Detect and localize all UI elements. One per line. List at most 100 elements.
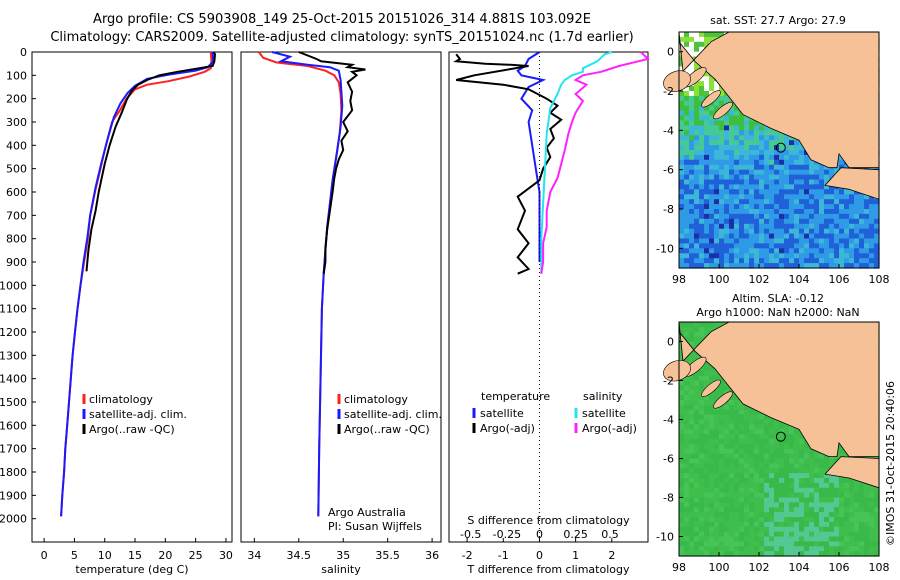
- map-cell: [849, 228, 855, 235]
- map-cell: [854, 253, 860, 259]
- temperature-axes-frame: [31, 51, 233, 543]
- map-cell: [689, 497, 695, 503]
- map-cell: [839, 521, 845, 528]
- map-cell: [809, 521, 815, 528]
- map-cell: [709, 32, 715, 38]
- map-cell: [724, 448, 730, 455]
- map-cell: [739, 448, 745, 455]
- map-cell: [709, 326, 715, 333]
- map-cell: [824, 531, 830, 538]
- map-cell: [724, 253, 730, 259]
- map-cell: [854, 209, 860, 215]
- map-cell: [694, 512, 700, 518]
- salinity-axes-frame: [240, 51, 442, 543]
- map-cell: [804, 179, 810, 185]
- map-cell: [689, 209, 695, 215]
- map-cell: [764, 233, 770, 240]
- map-cell: [759, 443, 765, 450]
- map-cell: [839, 536, 845, 542]
- map-cell: [784, 468, 790, 474]
- map-cell: [799, 507, 805, 513]
- map-cell: [684, 536, 690, 542]
- map-cell: [694, 228, 700, 235]
- map-cell: [824, 526, 830, 533]
- map-cell: [699, 365, 705, 372]
- map-cell: [709, 365, 715, 372]
- map-cell: [714, 541, 720, 547]
- map-cell: [804, 253, 810, 259]
- map-cell: [819, 507, 825, 513]
- map-cell: [694, 487, 700, 494]
- map-cell: [719, 228, 725, 235]
- map-cell: [729, 443, 735, 450]
- map-cell: [689, 223, 695, 230]
- map-cell: [684, 521, 690, 528]
- map-cell: [689, 385, 695, 391]
- map-cell: [679, 32, 685, 38]
- y-tick-label: 100: [6, 69, 27, 82]
- map-cell: [689, 238, 695, 244]
- map-cell: [824, 497, 830, 503]
- map-cell: [749, 492, 755, 499]
- map-cell: [724, 140, 730, 146]
- map-cell: [799, 482, 805, 489]
- map-cell: [824, 204, 830, 210]
- map-cell: [814, 179, 820, 185]
- map-cell: [869, 253, 875, 259]
- map-cell: [854, 541, 860, 547]
- difference-xlabel: T difference from climatology: [467, 563, 630, 576]
- map-cell: [789, 243, 795, 249]
- map-cell: [749, 184, 755, 190]
- map-cell: [719, 507, 725, 513]
- map-cell: [744, 429, 750, 435]
- map-cell: [684, 209, 690, 215]
- island: [713, 391, 733, 409]
- map-cell: [729, 439, 735, 445]
- map-cell: [684, 497, 690, 503]
- map-cell: [709, 322, 715, 328]
- map-cell: [719, 419, 725, 425]
- map-cell: [849, 536, 855, 542]
- map-cell: [714, 100, 720, 107]
- argo-position-marker: [775, 431, 786, 442]
- map-cell: [754, 536, 760, 542]
- map-cell: [839, 531, 845, 538]
- map-cell: [859, 536, 865, 542]
- map-cell: [719, 404, 725, 411]
- map-cell: [709, 130, 715, 136]
- map-cell: [849, 497, 855, 503]
- map-cell: [704, 253, 710, 259]
- map-cell: [734, 174, 740, 181]
- map-cell: [739, 223, 745, 230]
- map-cell: [719, 169, 725, 176]
- map-cell: [724, 233, 730, 240]
- map-cell: [749, 228, 755, 235]
- map-cell: [714, 120, 720, 126]
- map-cell: [864, 497, 870, 503]
- map-cell: [794, 448, 800, 455]
- map-cell: [709, 169, 715, 176]
- map-cell: [719, 140, 725, 146]
- map-cell: [719, 150, 725, 156]
- legend-label: satellite-adj. clim.: [344, 408, 442, 421]
- map-cell: [694, 100, 700, 107]
- map-cell: [794, 184, 800, 190]
- map-cell: [724, 517, 730, 523]
- map-cell: [769, 473, 775, 479]
- map-cell: [704, 233, 710, 240]
- map-cell: [754, 204, 760, 210]
- map-cell: [724, 409, 730, 416]
- map-cell: [794, 228, 800, 235]
- map-cell: [799, 517, 805, 523]
- map-cell: [844, 497, 850, 503]
- map-cell: [769, 468, 775, 474]
- map-cell: [754, 184, 760, 190]
- y-tick-label: 800: [6, 233, 27, 246]
- map-cell: [829, 473, 835, 479]
- map-cell: [789, 233, 795, 240]
- map-cell: [854, 248, 860, 254]
- map-cell: [864, 517, 870, 523]
- map-cell: [739, 409, 745, 416]
- map-cell: [829, 184, 835, 190]
- map-cell: [724, 424, 730, 430]
